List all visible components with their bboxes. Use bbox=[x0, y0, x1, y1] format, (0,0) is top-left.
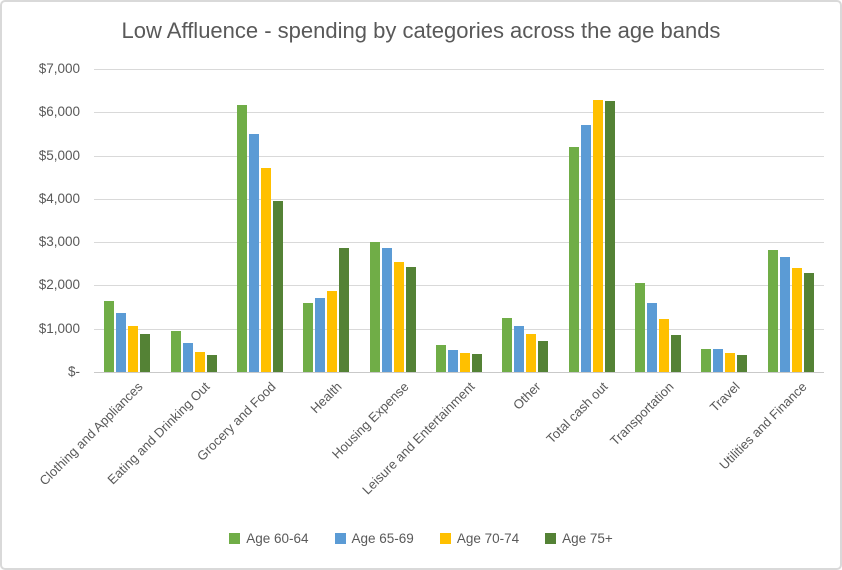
bar-age-75- bbox=[140, 334, 151, 372]
bar-age-70-74 bbox=[194, 351, 205, 372]
bar-age-65-69 bbox=[182, 343, 193, 372]
bar-age-60-64 bbox=[303, 302, 314, 372]
bar-age-70-74 bbox=[393, 261, 404, 372]
bar-age-75- bbox=[339, 248, 350, 372]
gridline bbox=[94, 242, 824, 244]
legend-swatch-icon bbox=[545, 533, 557, 544]
bar-age-70-74 bbox=[592, 99, 603, 372]
bar-age-75- bbox=[803, 272, 814, 372]
y-axis-tick-label: $- bbox=[67, 364, 80, 379]
bar-age-60-64 bbox=[568, 146, 579, 372]
bar-age-60-64 bbox=[435, 344, 446, 372]
bar-age-75- bbox=[604, 100, 615, 372]
legend-label: Age 70-74 bbox=[456, 531, 520, 546]
bar-age-75- bbox=[206, 355, 217, 372]
legend-swatch-icon bbox=[439, 533, 451, 544]
bar-age-65-69 bbox=[514, 326, 525, 372]
bar-age-60-64 bbox=[767, 250, 778, 372]
bar-age-65-69 bbox=[713, 349, 724, 372]
x-axis-category-label: Other bbox=[510, 379, 544, 413]
bar-age-75- bbox=[538, 341, 549, 372]
bar-age-65-69 bbox=[447, 349, 458, 372]
bar-age-60-64 bbox=[170, 330, 181, 372]
bar-age-65-69 bbox=[580, 125, 591, 372]
legend-label: Age 65-69 bbox=[351, 531, 414, 546]
x-axis-category-label: Clothing and Appliances bbox=[36, 379, 146, 489]
legend-item: Age 75+ bbox=[545, 531, 613, 546]
x-axis-category-label: Total cash out bbox=[542, 379, 611, 447]
x-axis-category-label: Travel bbox=[707, 379, 744, 415]
y-axis-tick-label: $6,000 bbox=[38, 104, 80, 120]
gridline bbox=[94, 198, 824, 200]
y-axis-tick-label: $4,000 bbox=[38, 190, 80, 206]
bar-age-65-69 bbox=[381, 248, 392, 372]
bar-age-65-69 bbox=[248, 133, 259, 372]
bar-group bbox=[359, 69, 425, 372]
bar-group bbox=[559, 69, 625, 372]
bar-group bbox=[426, 69, 492, 372]
bar-age-60-64 bbox=[236, 104, 247, 372]
x-axis-category-label: Eating and Drinking Out bbox=[103, 379, 213, 488]
gridline bbox=[94, 285, 824, 287]
x-axis-category-label: Housing Expense bbox=[328, 379, 412, 462]
y-axis-tick-label: $1,000 bbox=[38, 320, 80, 336]
bar-age-70-74 bbox=[128, 325, 139, 372]
x-axis-category-label: Utilities and Finance bbox=[716, 379, 810, 473]
bar-age-75- bbox=[405, 267, 416, 372]
legend-item: Age 70-74 bbox=[439, 531, 520, 546]
bar-age-60-64 bbox=[369, 242, 380, 372]
bar-group bbox=[227, 69, 293, 372]
bar-age-60-64 bbox=[502, 317, 513, 372]
x-axis-category-label: Transportation bbox=[607, 379, 677, 449]
gridline bbox=[94, 328, 824, 330]
bar-age-75- bbox=[737, 354, 748, 372]
bar-age-75- bbox=[272, 201, 283, 372]
bar-age-65-69 bbox=[315, 297, 326, 372]
y-axis-tick-label: $5,000 bbox=[38, 147, 80, 163]
y-axis-tick-label: $7,000 bbox=[38, 61, 80, 76]
bar-age-60-64 bbox=[104, 301, 115, 372]
bar-group bbox=[691, 69, 757, 372]
bar-age-70-74 bbox=[327, 291, 338, 372]
bar-group bbox=[94, 69, 160, 372]
bars-layer bbox=[94, 69, 824, 372]
gridline bbox=[94, 69, 824, 70]
bar-age-70-74 bbox=[459, 353, 470, 372]
bar-group bbox=[492, 69, 558, 372]
x-axis-category-label: Leisure and Entertainment bbox=[359, 379, 478, 498]
legend-swatch-icon bbox=[229, 533, 241, 544]
gridline bbox=[94, 112, 824, 114]
legend-label: Age 60-64 bbox=[246, 531, 309, 546]
bar-age-60-64 bbox=[701, 348, 712, 372]
bar-age-75- bbox=[471, 354, 482, 372]
legend-item: Age 65-69 bbox=[334, 531, 414, 546]
bar-age-70-74 bbox=[791, 268, 802, 372]
plot-area bbox=[94, 69, 824, 373]
bar-age-65-69 bbox=[647, 302, 658, 372]
bar-age-65-69 bbox=[116, 313, 127, 372]
bar-age-70-74 bbox=[725, 352, 736, 372]
bar-age-60-64 bbox=[635, 282, 646, 372]
legend-swatch-icon bbox=[334, 533, 346, 544]
legend: Age 60-64 Age 65-69 Age 70-74 Age 75+ bbox=[2, 531, 840, 546]
legend-item: Age 60-64 bbox=[229, 531, 309, 546]
bar-group bbox=[758, 69, 824, 372]
gridline bbox=[94, 155, 824, 157]
bar-group bbox=[625, 69, 691, 372]
bar-age-70-74 bbox=[526, 334, 537, 372]
bar-group bbox=[293, 69, 359, 372]
y-axis-tick-label: $3,000 bbox=[38, 234, 80, 250]
bar-age-70-74 bbox=[659, 319, 670, 372]
bar-group bbox=[160, 69, 226, 372]
bar-age-75- bbox=[671, 335, 682, 372]
chart-title: Low Affluence - spending by categories a… bbox=[121, 18, 721, 43]
legend-label: Age 75+ bbox=[562, 531, 613, 546]
x-axis-category-label: Grocery and Food bbox=[193, 379, 279, 464]
bar-age-65-69 bbox=[779, 256, 790, 372]
bar-age-70-74 bbox=[260, 168, 271, 372]
x-axis-category-label: Health bbox=[307, 379, 345, 417]
y-axis-tick-label: $2,000 bbox=[38, 277, 80, 293]
